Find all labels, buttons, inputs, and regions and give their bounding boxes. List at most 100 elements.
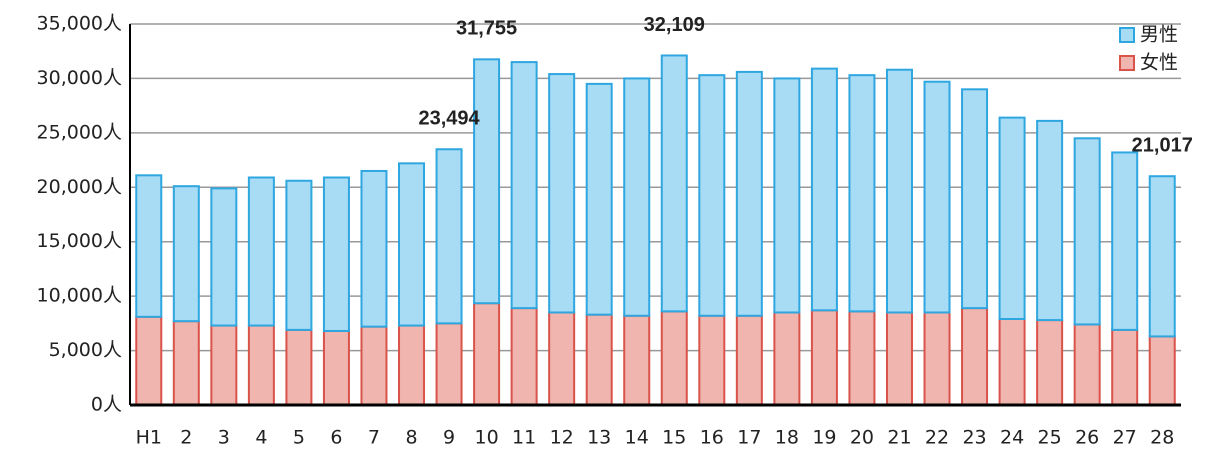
- x-tick-label: 25: [1038, 427, 1062, 449]
- bar: [848, 74, 876, 313]
- y-tick-label: 0人: [91, 394, 122, 416]
- bar: [998, 116, 1026, 321]
- bar: [247, 324, 275, 406]
- bar: [698, 314, 726, 407]
- bar: [885, 68, 913, 314]
- x-tick-label: 15: [662, 427, 686, 449]
- annotation: 31,755: [456, 18, 517, 40]
- x-tick-label: 4: [255, 427, 267, 449]
- y-tick-label: 30,000人: [37, 67, 122, 89]
- bar: [247, 176, 275, 327]
- bar: [998, 318, 1026, 407]
- bar: [585, 313, 613, 406]
- bar: [510, 61, 538, 310]
- x-tick-label: 7: [368, 427, 380, 449]
- bar: [623, 77, 651, 317]
- x-tick-label: 12: [550, 427, 574, 449]
- bar: [773, 311, 801, 407]
- bar: [1073, 137, 1101, 326]
- bar: [923, 311, 951, 407]
- bar: [1148, 335, 1176, 407]
- bar: [1148, 175, 1176, 338]
- bar: [172, 185, 200, 323]
- x-tick-label: 5: [293, 427, 305, 449]
- bar: [1036, 119, 1064, 322]
- bar: [473, 302, 501, 406]
- bar: [660, 54, 688, 313]
- x-tick-label: 17: [737, 427, 761, 449]
- bar: [623, 314, 651, 407]
- x-tick-label: 22: [925, 427, 949, 449]
- x-tick-label: 26: [1075, 427, 1099, 449]
- bar: [735, 70, 763, 317]
- bar: [285, 179, 313, 331]
- bar: [885, 311, 913, 407]
- legend-label: 男性: [1140, 24, 1178, 46]
- bar: [1111, 151, 1139, 331]
- bar: [810, 67, 838, 312]
- bar: [210, 187, 238, 327]
- bar: [210, 324, 238, 406]
- bar: [435, 322, 463, 407]
- bar: [435, 148, 463, 325]
- bar: [1111, 328, 1139, 407]
- bar: [585, 82, 613, 316]
- bar: [660, 310, 688, 406]
- bar: [172, 320, 200, 406]
- bar: [135, 315, 163, 406]
- x-tick-label: 28: [1150, 427, 1174, 449]
- bar: [398, 162, 426, 327]
- bar: [322, 176, 350, 332]
- x-tick-label: 8: [405, 427, 417, 449]
- bar: [735, 314, 763, 407]
- bar: [961, 307, 989, 407]
- bar: [848, 310, 876, 406]
- x-tick-label: 16: [700, 427, 724, 449]
- bar: [961, 88, 989, 310]
- bar: [285, 328, 313, 407]
- x-tick-label: H1: [136, 427, 162, 449]
- x-tick-label: 2: [180, 427, 192, 449]
- y-tick-label: 25,000人: [37, 121, 122, 143]
- annotation: 23,494: [418, 108, 480, 130]
- y-tick-label: 15,000人: [37, 230, 122, 252]
- x-tick-label: 24: [1000, 427, 1024, 449]
- bar: [398, 324, 426, 406]
- bar: [1073, 323, 1101, 406]
- bar: [1036, 319, 1064, 406]
- y-tick-label: 10,000人: [37, 285, 122, 307]
- x-tick-label: 11: [512, 427, 536, 449]
- annotation: 21,017: [1132, 134, 1193, 156]
- legend-swatch: [1119, 55, 1135, 71]
- legend-swatch: [1119, 27, 1135, 43]
- x-tick-label: 3: [218, 427, 230, 449]
- bar: [923, 80, 951, 314]
- y-tick-label: 35,000人: [37, 13, 122, 35]
- bar: [773, 77, 801, 314]
- x-tick-label: 20: [850, 427, 874, 449]
- x-tick-label: 10: [474, 427, 498, 449]
- x-tick-label: 9: [443, 427, 455, 449]
- legend-label: 女性: [1140, 52, 1178, 74]
- bar: [548, 311, 576, 407]
- bar: [698, 74, 726, 317]
- x-tick-label: 18: [775, 427, 799, 449]
- x-tick-label: 13: [587, 427, 611, 449]
- x-tick-label: 14: [625, 427, 649, 449]
- bar: [360, 325, 388, 407]
- bar: [322, 329, 350, 406]
- x-tick-label: 19: [812, 427, 836, 449]
- bar: [810, 309, 838, 406]
- bar: [473, 58, 501, 305]
- x-tick-label: 23: [962, 427, 986, 449]
- y-tick-label: 5,000人: [49, 339, 122, 361]
- bar: [548, 73, 576, 314]
- y-tick-label: 20,000人: [37, 176, 122, 198]
- x-tick-label: 6: [330, 427, 342, 449]
- annotation: 32,109: [644, 14, 705, 36]
- bar: [510, 307, 538, 407]
- bar: [360, 169, 388, 328]
- x-tick-label: 27: [1113, 427, 1137, 449]
- bar: [135, 174, 163, 318]
